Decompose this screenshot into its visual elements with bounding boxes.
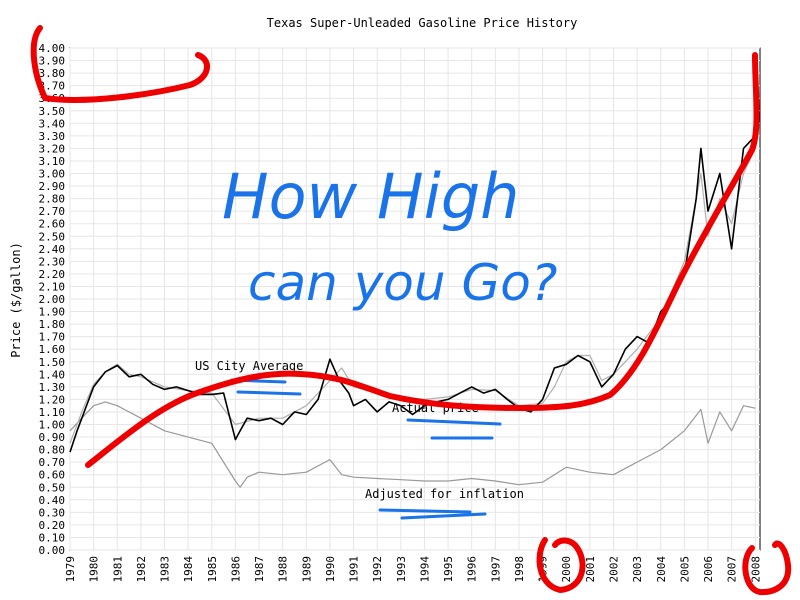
y-tick-label: 1.50 <box>39 356 66 369</box>
y-tick-label: 1.90 <box>39 306 66 319</box>
x-tick-label: 2007 <box>726 556 739 583</box>
x-tick-label: 1985 <box>206 556 219 583</box>
plot-area <box>69 47 761 551</box>
y-tick-label: 2.90 <box>39 180 66 193</box>
y-tick-label: 2.00 <box>39 293 66 306</box>
x-tick-label: 1990 <box>324 556 337 583</box>
y-tick-label: 2.40 <box>39 243 66 256</box>
y-tick-label: 3.80 <box>39 67 66 80</box>
y-tick-label: 0.80 <box>39 444 66 457</box>
y-tick-label: 0.70 <box>39 456 66 469</box>
chart-title: Texas Super-Unleaded Gasoline Price Hist… <box>267 16 578 30</box>
x-tick-label: 2000 <box>560 556 573 583</box>
x-tick-label: 1987 <box>253 556 266 583</box>
handwritten-can-you-go: can you Go? <box>248 254 557 312</box>
x-tick-label: 2005 <box>678 556 691 583</box>
x-tick-label: 1991 <box>348 556 361 583</box>
y-tick-label: 3.00 <box>39 168 66 181</box>
x-tick-label: 1997 <box>489 556 502 583</box>
y-tick-label: 1.20 <box>39 393 66 406</box>
y-tick-label: 0.00 <box>39 544 66 557</box>
y-tick-label: 0.20 <box>39 519 66 532</box>
y-tick-label: 0.10 <box>39 531 66 544</box>
y-tick-label: 0.90 <box>39 431 66 444</box>
x-tick-label: 1981 <box>111 556 124 583</box>
y-tick-label: 3.20 <box>39 142 66 155</box>
y-tick-label: 2.50 <box>39 230 66 243</box>
y-tick-label: 1.80 <box>39 318 66 331</box>
x-tick-label: 1995 <box>442 556 455 583</box>
x-tick-label: 1994 <box>418 556 431 583</box>
red-handwritten-marks <box>30 25 792 596</box>
label-adjusted-inflation: Adjusted for inflation <box>365 487 524 501</box>
red-circle-2008 <box>742 540 792 596</box>
y-tick-label: 2.70 <box>39 205 66 218</box>
x-tick-label: 2008 <box>749 556 762 583</box>
y-tick-label: 1.30 <box>39 381 66 394</box>
x-tick-label: 1992 <box>371 556 384 583</box>
x-tick-label: 2006 <box>702 556 715 583</box>
x-tick-label: 2003 <box>631 556 644 583</box>
y-tick-label: 3.70 <box>39 80 66 93</box>
x-tick-label: 1982 <box>135 556 148 583</box>
x-tick-label: 1998 <box>513 556 526 583</box>
y-tick-label: 2.10 <box>39 280 66 293</box>
x-tick-label: 2001 <box>584 556 597 583</box>
y-tick-label: 0.60 <box>39 469 66 482</box>
x-tick-label: 1993 <box>395 556 408 583</box>
x-tick-label: 2004 <box>655 556 668 583</box>
x-tick-label: 1988 <box>277 556 290 583</box>
y-tick-label: 3.10 <box>39 155 66 168</box>
x-tick-labels: 1979 1980 1981 1982 1983 1984 1985 1986 1987 1988… <box>64 556 762 583</box>
y-tick-label: 2.20 <box>39 268 66 281</box>
label-us-city-average: US City Average <box>195 359 303 373</box>
x-tick-label: 2002 <box>607 556 620 583</box>
x-tick-label: 1979 <box>64 556 77 583</box>
x-tick-label: 1986 <box>229 556 242 583</box>
y-tick-label: 1.60 <box>39 343 66 356</box>
red-ellipse-top-left <box>30 25 210 103</box>
red-circle-1999 <box>536 537 586 593</box>
y-tick-label: 1.40 <box>39 368 66 381</box>
x-tick-label: 1984 <box>182 556 195 583</box>
y-tick-label: 1.00 <box>39 419 66 432</box>
x-tick-label: 1989 <box>300 556 313 583</box>
y-tick-labels: 0.000.100.200.300.400.500.600.700.800.90… <box>39 42 66 557</box>
y-tick-label: 3.90 <box>39 55 66 68</box>
x-tick-label: 1980 <box>88 556 101 583</box>
y-tick-label: 3.40 <box>39 117 66 130</box>
x-tick-label: 1983 <box>159 556 172 583</box>
series-line-actual-price <box>69 135 756 453</box>
y-tick-label: 2.60 <box>39 218 66 231</box>
y-tick-label: 2.80 <box>39 193 66 206</box>
y-tick-label: 1.70 <box>39 331 66 344</box>
y-tick-label: 3.50 <box>39 105 66 118</box>
y-axis-label: Price ($/gallon) <box>9 242 23 358</box>
y-tick-label: 2.30 <box>39 255 66 268</box>
y-tick-label: 3.30 <box>39 130 66 143</box>
red-trend-curve <box>85 52 760 468</box>
y-tick-label: 1.10 <box>39 406 66 419</box>
y-tick-label: 4.00 <box>39 42 66 55</box>
series-line-adjusted-for-inflation <box>69 401 756 488</box>
y-tick-label: 0.30 <box>39 506 66 519</box>
x-tick-label: 1996 <box>466 556 479 583</box>
handwritten-how-high: How High <box>222 160 519 233</box>
y-tick-label: 0.40 <box>39 494 66 507</box>
y-tick-label: 0.50 <box>39 481 66 494</box>
